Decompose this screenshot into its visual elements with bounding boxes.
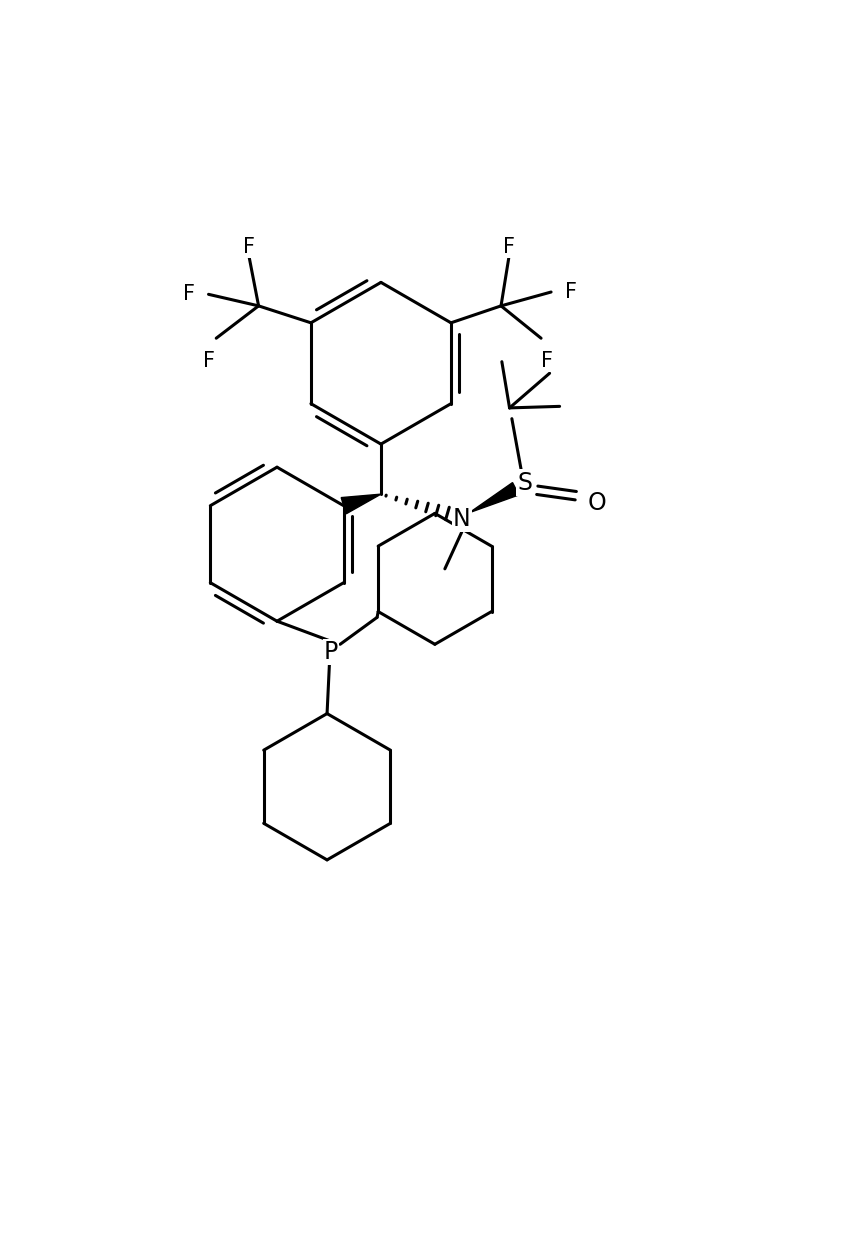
Text: F: F (243, 237, 256, 257)
Text: S: S (517, 471, 533, 495)
Text: N: N (453, 506, 471, 531)
Text: F: F (203, 350, 214, 371)
Text: O: O (588, 491, 607, 515)
Text: F: F (541, 350, 553, 371)
Polygon shape (469, 482, 519, 512)
Text: F: F (182, 284, 195, 304)
Text: F: F (503, 237, 515, 257)
Text: P: P (324, 641, 338, 664)
Text: F: F (565, 283, 577, 301)
Polygon shape (341, 494, 381, 514)
